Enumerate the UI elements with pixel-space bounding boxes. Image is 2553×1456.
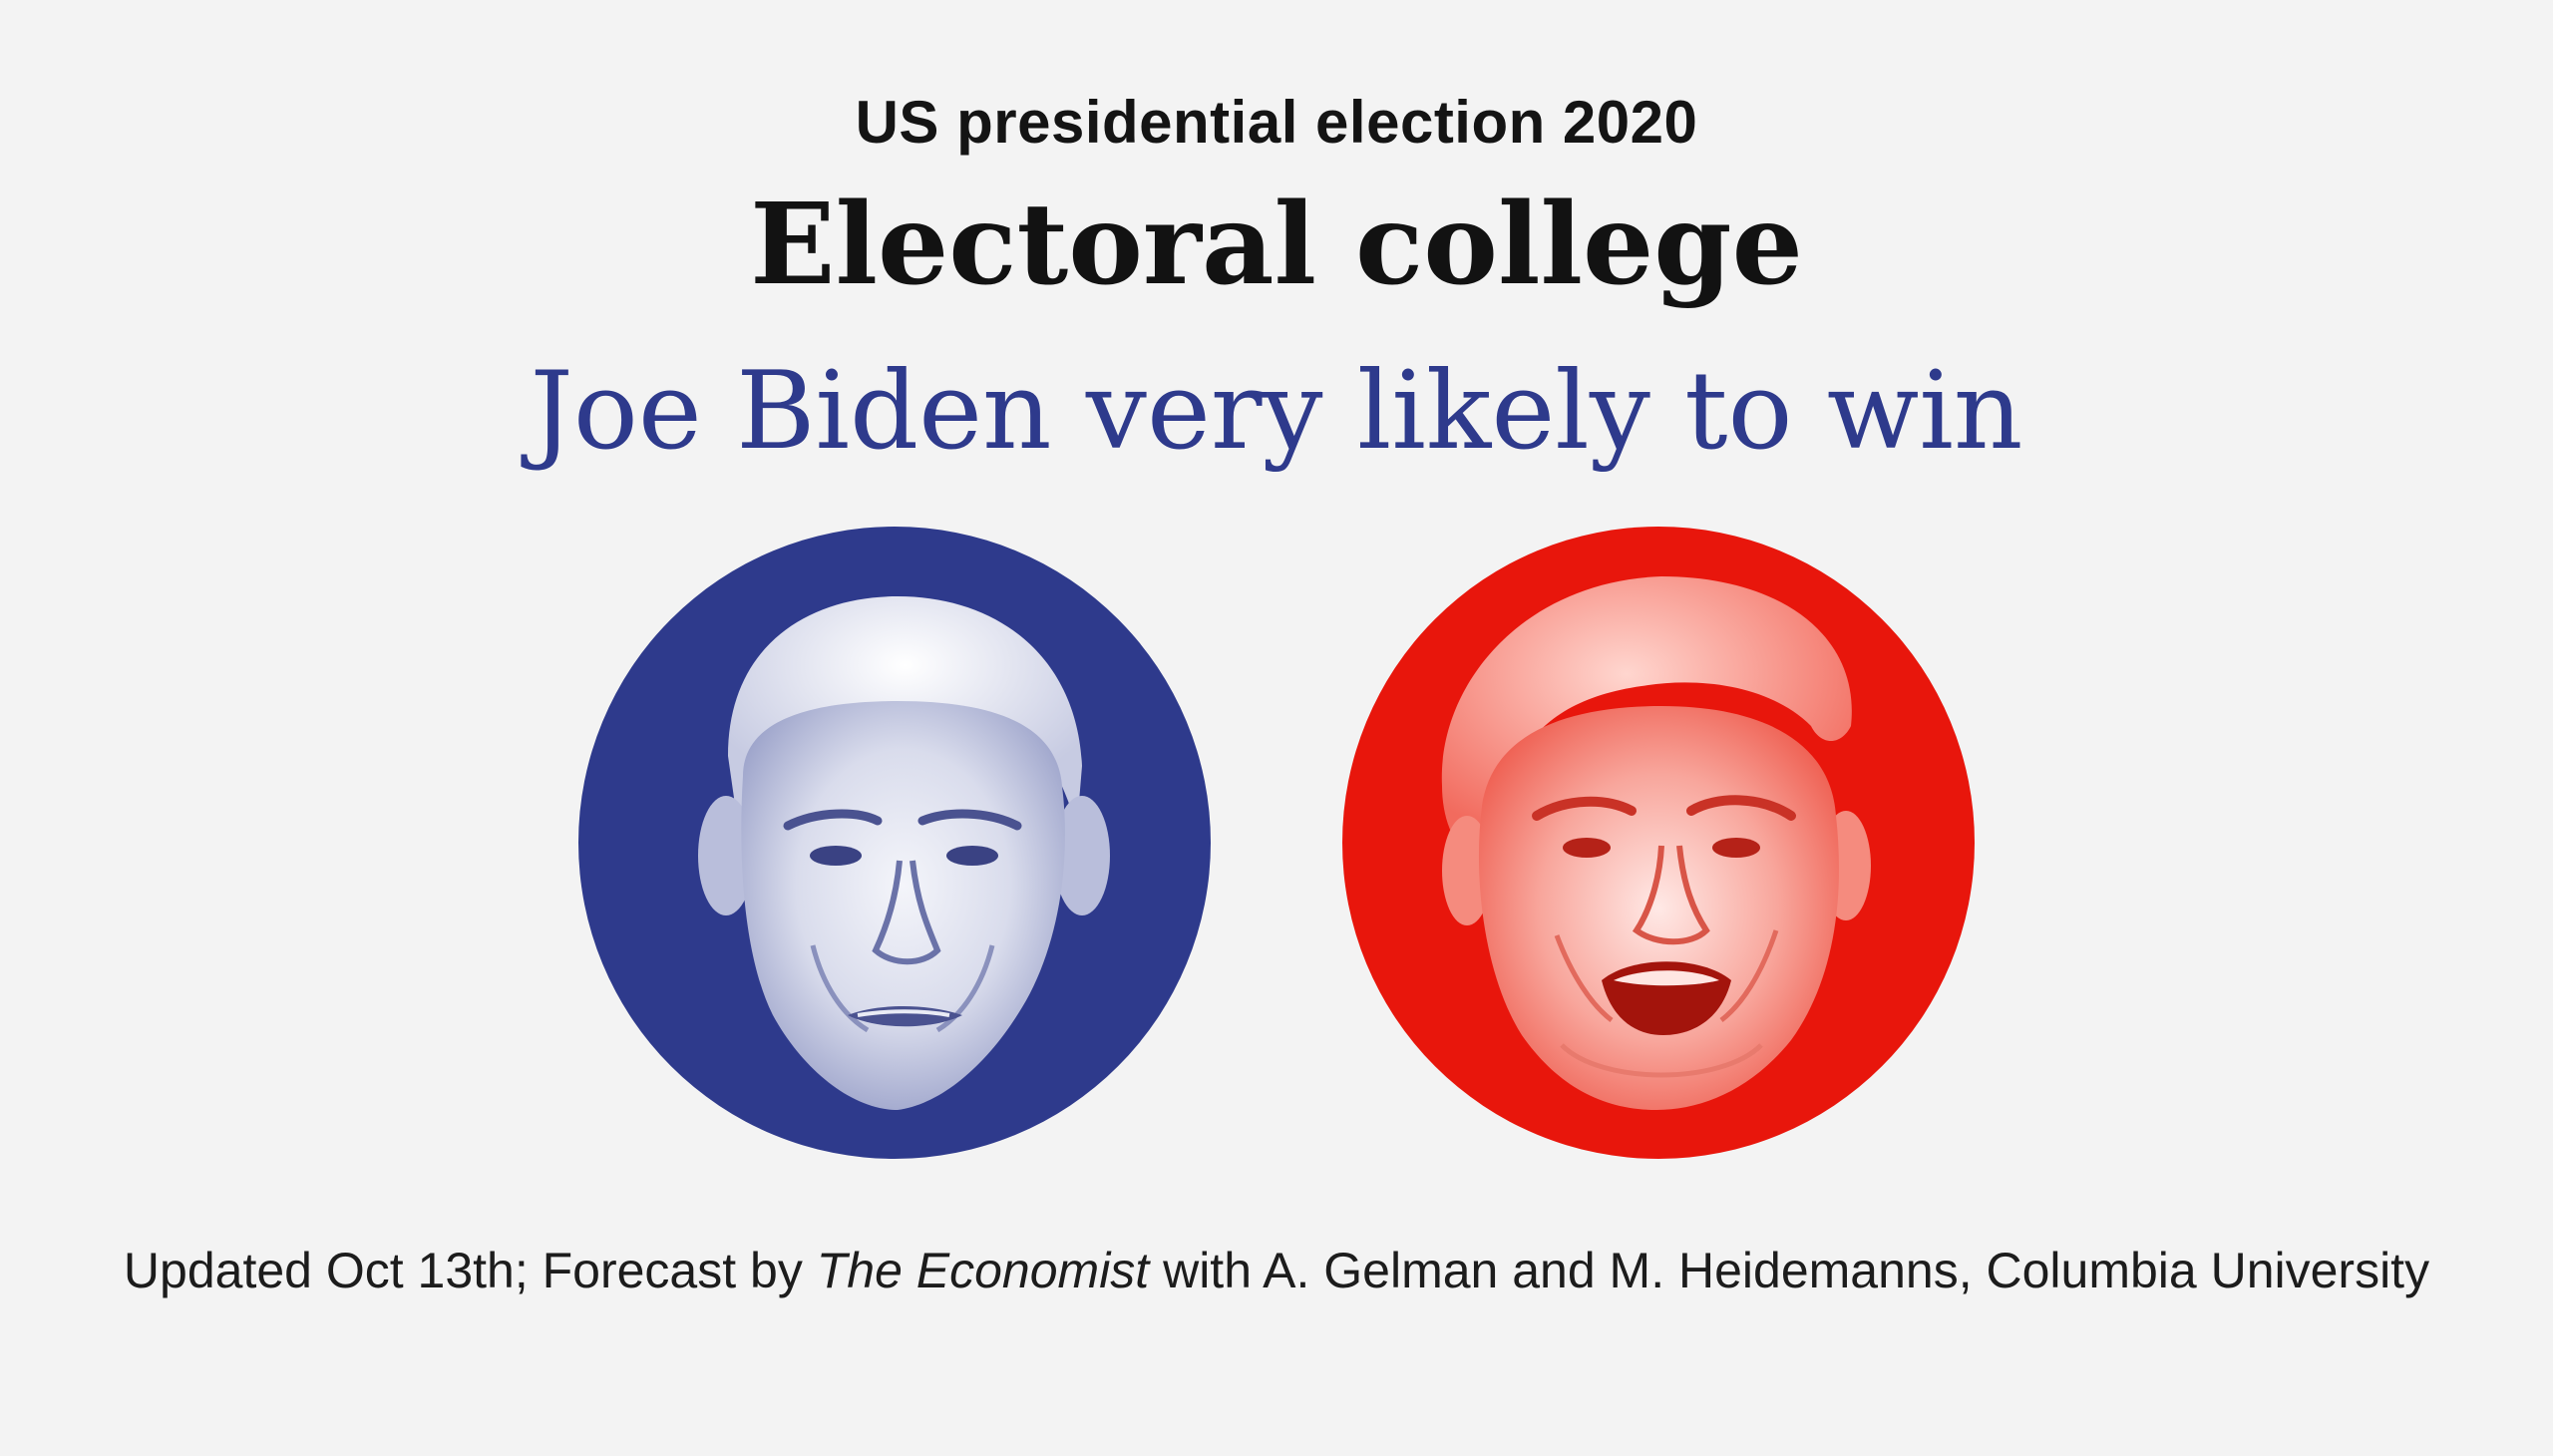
footnote-publication: The Economist [816, 1243, 1150, 1298]
biden-portrait-icon [578, 527, 1211, 1159]
footnote-prefix: Updated Oct 13th; Forecast by [123, 1243, 817, 1298]
trump-portrait [1342, 527, 1975, 1159]
footnote-suffix: with A. Gelman and M. Heidemanns, Columb… [1149, 1243, 2430, 1298]
forecast-verdict: Joe Biden very likely to win [530, 349, 2023, 474]
kicker-text: US presidential election 2020 [855, 89, 1698, 156]
footnote: Updated Oct 13th; Forecast by The Econom… [0, 1242, 2553, 1299]
biden-portrait [578, 527, 1211, 1159]
page-title: Electoral college [750, 180, 1803, 310]
trump-portrait-icon [1342, 527, 1975, 1159]
